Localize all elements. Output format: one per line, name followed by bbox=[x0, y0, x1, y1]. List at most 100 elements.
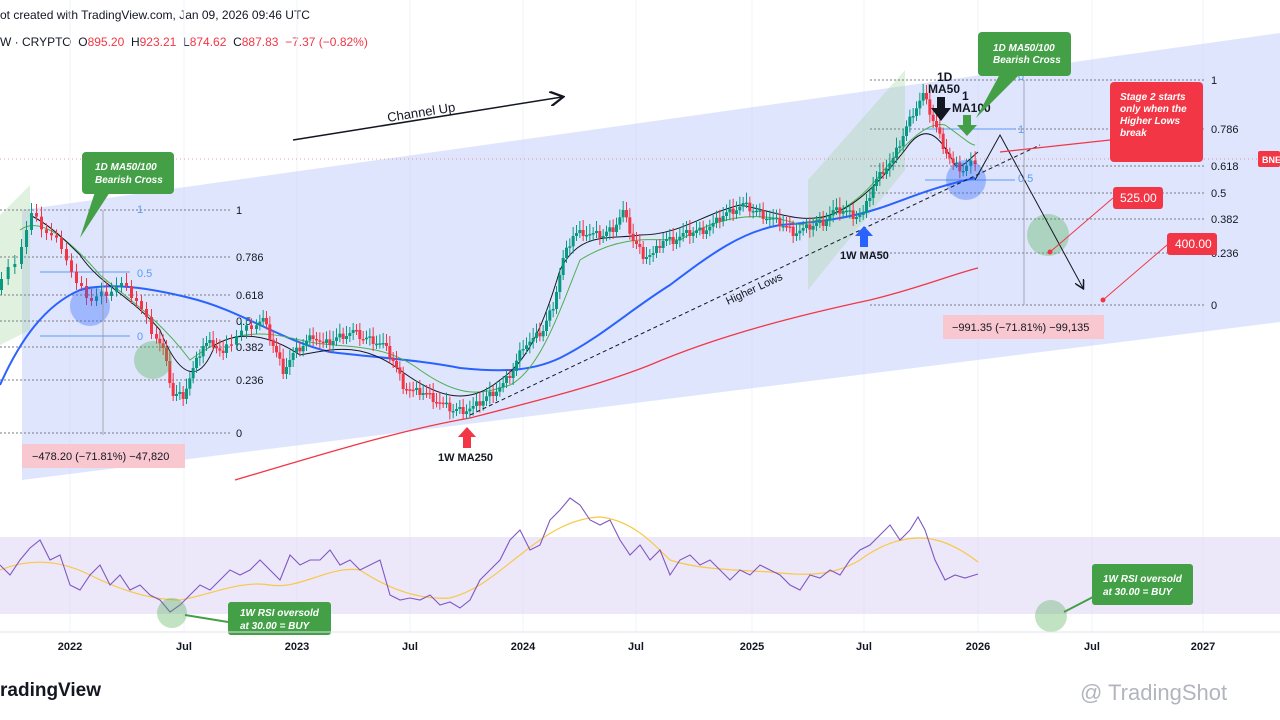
candle-body bbox=[321, 341, 325, 344]
measure-right: −991.35 (−71.81%) −99,135 bbox=[943, 80, 1104, 339]
candle-body bbox=[475, 401, 478, 406]
candle-body bbox=[578, 230, 582, 233]
candle-body bbox=[888, 163, 892, 169]
candle-body bbox=[348, 333, 352, 336]
candle-body bbox=[188, 378, 192, 389]
candle-body bbox=[225, 344, 228, 353]
candle-body bbox=[150, 317, 153, 334]
rsi-line bbox=[0, 497, 979, 613]
candle-body bbox=[905, 126, 908, 136]
rsi-callout-left: 1W RSI oversold at 30.00 = BUY bbox=[157, 598, 331, 635]
svg-text:Higher Lows: Higher Lows bbox=[1120, 116, 1180, 127]
symbol-label: W · CRYPTO bbox=[0, 35, 72, 49]
fib-level-label: 0.236 bbox=[1211, 248, 1239, 260]
candle-body bbox=[195, 357, 198, 368]
candle-body bbox=[881, 172, 885, 174]
candle-body bbox=[441, 402, 445, 405]
svg-text:1D MA50/100: 1D MA50/100 bbox=[993, 43, 1055, 54]
candle-body bbox=[45, 229, 48, 233]
candle-body bbox=[628, 217, 632, 234]
green-circle-left bbox=[134, 341, 172, 379]
candle-body bbox=[445, 402, 448, 405]
svg-text:Stage 2 starts: Stage 2 starts bbox=[1120, 92, 1186, 103]
candle-body bbox=[311, 335, 315, 339]
green-arrow-icon bbox=[957, 115, 977, 136]
candle-body bbox=[198, 356, 202, 358]
fib-small-label: 1 bbox=[1018, 124, 1024, 136]
candle-body bbox=[501, 383, 505, 388]
candle-body bbox=[798, 230, 802, 234]
candle-body bbox=[265, 318, 268, 325]
candle-body bbox=[451, 411, 455, 413]
candle-body bbox=[795, 233, 798, 236]
candle-body bbox=[875, 179, 878, 186]
candle-body bbox=[455, 409, 458, 411]
candle-body bbox=[591, 233, 595, 235]
fib-level-label: 0.5 bbox=[1211, 188, 1226, 200]
candle-body bbox=[695, 230, 698, 233]
callout-right: 1D MA50/100 Bearish Cross bbox=[976, 32, 1071, 118]
candle-body bbox=[891, 158, 895, 164]
target1-tag: 525.00 bbox=[1113, 187, 1163, 209]
candle-body bbox=[120, 283, 123, 288]
candle-body bbox=[388, 346, 392, 358]
candle-body bbox=[765, 218, 768, 221]
low-label: L bbox=[183, 35, 190, 49]
candle-body bbox=[90, 298, 93, 301]
candle-body bbox=[371, 336, 375, 344]
candle-body bbox=[838, 207, 842, 214]
candle-body bbox=[461, 407, 465, 414]
svg-text:break: break bbox=[1120, 128, 1147, 139]
candle-body bbox=[788, 226, 792, 228]
candle-body bbox=[631, 233, 635, 241]
svg-text:Bearish Cross: Bearish Cross bbox=[993, 55, 1061, 66]
time-tick-label: Jul bbox=[176, 641, 192, 653]
candle-body bbox=[465, 411, 468, 414]
candle-body bbox=[178, 392, 182, 394]
candle-body bbox=[621, 210, 625, 218]
candle-body bbox=[625, 210, 628, 218]
candle-body bbox=[315, 339, 318, 341]
svg-text:−478.20 (−71.81%) −47,820: −478.20 (−71.81%) −47,820 bbox=[32, 451, 169, 463]
candle-body bbox=[478, 401, 482, 406]
candle-body bbox=[495, 391, 498, 396]
candle-body bbox=[915, 108, 918, 116]
candle-body bbox=[661, 241, 665, 248]
candle-body bbox=[545, 320, 548, 331]
candle-body bbox=[298, 347, 302, 352]
candle-body bbox=[361, 339, 365, 341]
candle-body bbox=[658, 246, 662, 248]
candle-body bbox=[751, 211, 755, 213]
candle-body bbox=[65, 249, 68, 261]
ma-1d-label: 1D bbox=[937, 70, 953, 84]
svg-text:1W RSI oversold: 1W RSI oversold bbox=[240, 608, 320, 619]
candle-body bbox=[100, 291, 103, 297]
tradingview-logo[interactable]: radingView bbox=[0, 680, 102, 701]
candle-body bbox=[30, 213, 33, 230]
fib-level-label: 0.236 bbox=[236, 375, 264, 387]
candle-body bbox=[155, 334, 158, 339]
candle-body bbox=[901, 136, 905, 147]
candle-body bbox=[13, 264, 17, 267]
candle-body bbox=[491, 391, 495, 396]
candle-body bbox=[878, 172, 882, 179]
ma250-arrow-icon bbox=[458, 427, 476, 448]
candle-body bbox=[575, 233, 578, 236]
candle-body bbox=[781, 226, 785, 228]
candle-body bbox=[230, 344, 233, 346]
target1-pointer bbox=[1049, 197, 1114, 253]
candle-body bbox=[508, 376, 512, 378]
candle-body bbox=[608, 227, 612, 232]
channel-up-arrow bbox=[292, 97, 562, 141]
candle-body bbox=[745, 202, 748, 205]
candle-body bbox=[305, 340, 308, 346]
candle-body bbox=[221, 350, 225, 353]
candle-body bbox=[618, 217, 622, 225]
ma50-label: 1W MA50 bbox=[840, 250, 889, 262]
candle-body bbox=[865, 201, 868, 213]
fib-small-label: 0 bbox=[137, 331, 143, 343]
candle-body bbox=[328, 339, 332, 345]
candle-body bbox=[458, 407, 462, 409]
